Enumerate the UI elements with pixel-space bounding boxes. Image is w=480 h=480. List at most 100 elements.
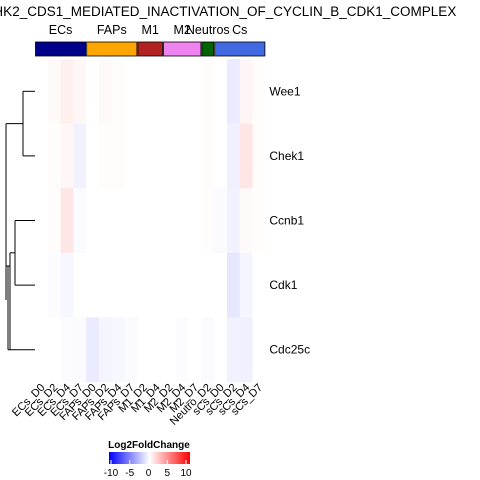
heatmap-cell	[124, 59, 138, 124]
heatmap-cell	[188, 59, 202, 124]
legend-tick-label: 5	[164, 468, 170, 479]
heatmap-cell	[201, 252, 215, 318]
heatmap-cell	[188, 123, 202, 189]
heatmap-cell	[111, 188, 125, 254]
heatmap-cells	[35, 59, 266, 383]
heatmap-cell	[137, 188, 151, 254]
heatmap-cell	[175, 317, 189, 383]
group-label: M2	[174, 23, 191, 37]
heatmap-cell	[86, 123, 100, 189]
heatmap-cell	[227, 252, 241, 318]
legend-title: Log2FoldChange	[108, 440, 190, 451]
row-label: Cdk1	[269, 278, 297, 292]
heatmap-cell	[201, 123, 215, 189]
color-legend: Log2FoldChange -10 -5 0 5 10	[104, 440, 192, 479]
group-label: Cs	[232, 23, 247, 37]
heatmap-cell	[124, 317, 138, 383]
group-bar	[163, 41, 202, 57]
heatmap-cell	[201, 59, 215, 124]
heatmap-cell	[239, 317, 253, 383]
heatmap-cell	[124, 123, 138, 189]
heatmap-cell	[124, 188, 138, 254]
heatmap-cell	[35, 252, 49, 318]
legend-tick-label: 10	[180, 468, 192, 479]
heatmap-cell	[60, 59, 74, 124]
heatmap-cell	[188, 252, 202, 318]
heatmap-cell	[73, 252, 87, 318]
heatmap-cell	[175, 252, 189, 318]
heatmap-cell	[214, 59, 228, 124]
heatmap-cell	[35, 59, 49, 124]
chart-title: CHK2_CDS1_MEDIATED_INACTIVATION_OF_CYCLI…	[0, 4, 456, 19]
group-label: M1	[142, 23, 159, 37]
heatmap-cell	[214, 317, 228, 383]
heatmap-cell	[163, 123, 177, 189]
heatmap-cell	[214, 188, 228, 254]
legend-tick-label: -10	[104, 468, 119, 479]
heatmap-cell	[188, 188, 202, 254]
heatmap-cell	[239, 188, 253, 254]
row-label: Ccnb1	[269, 214, 304, 228]
heatmap-cell	[86, 252, 100, 318]
heatmap-cell	[86, 317, 100, 383]
row-label: Wee1	[269, 84, 300, 98]
heatmap-cell	[239, 59, 253, 124]
heatmap-cell	[111, 317, 125, 383]
heatmap-cell	[150, 188, 164, 254]
heatmap-cell	[47, 123, 61, 189]
group-bar	[137, 41, 163, 57]
row-dendrogram	[5, 90, 35, 351]
heatmap-cell	[99, 317, 113, 383]
heatmap-cell	[239, 123, 253, 189]
heatmap-cell	[163, 188, 177, 254]
column-labels: ECs_D0ECs_D2ECs_D4ECs_D7FAPs_D0FAPs_D2FA…	[10, 382, 265, 428]
heatmap-cell	[35, 123, 49, 189]
heatmap-cell	[150, 59, 164, 124]
heatmap-cell	[124, 252, 138, 318]
heatmap-cell	[60, 188, 74, 254]
heatmap-cell	[73, 123, 87, 189]
heatmap-cell	[99, 188, 113, 254]
heatmap-cell	[150, 123, 164, 189]
heatmap-cell	[175, 188, 189, 254]
heatmap-cell	[60, 252, 74, 318]
group-bar	[214, 41, 266, 57]
heatmap-cell	[137, 317, 151, 383]
group-bar	[86, 41, 138, 57]
heatmap-cell	[86, 188, 100, 254]
heatmap-cell	[252, 188, 266, 254]
heatmap-cell	[99, 123, 113, 189]
heatmap-cell	[35, 317, 49, 383]
heatmap-cell	[47, 252, 61, 318]
group-label: Neutros	[186, 23, 230, 37]
heatmap-cell	[227, 59, 241, 124]
heatmap-cell	[175, 59, 189, 124]
row-labels: Wee1 Chek1 Ccnb1 Cdk1 Cdc25c	[269, 84, 310, 356]
heatmap-cell	[150, 252, 164, 318]
heatmap-cell	[47, 317, 61, 383]
legend-gradient-bar	[109, 452, 190, 464]
heatmap-cell	[60, 317, 74, 383]
heatmap-cell	[214, 123, 228, 189]
group-label: ECs	[49, 23, 73, 37]
heatmap-cell	[239, 252, 253, 318]
heatmap-cell	[227, 188, 241, 254]
heatmap-cell	[163, 59, 177, 124]
heatmap-cell	[73, 317, 87, 383]
group-bar	[35, 41, 87, 57]
heatmap-cell	[99, 59, 113, 124]
heatmap-cell	[227, 317, 241, 383]
group-bar	[201, 41, 215, 57]
heatmap-cell	[252, 123, 266, 189]
legend-tick-label: 0	[146, 468, 152, 479]
heatmap-cell	[47, 59, 61, 124]
heatmap-cell	[111, 252, 125, 318]
heatmap-cell	[111, 59, 125, 124]
heatmap-cell	[111, 123, 125, 189]
row-label: Chek1	[269, 149, 304, 163]
heatmap-cell	[252, 317, 266, 383]
heatmap-cell	[99, 252, 113, 318]
heatmap-cell	[73, 188, 87, 254]
heatmap-cell	[214, 252, 228, 318]
